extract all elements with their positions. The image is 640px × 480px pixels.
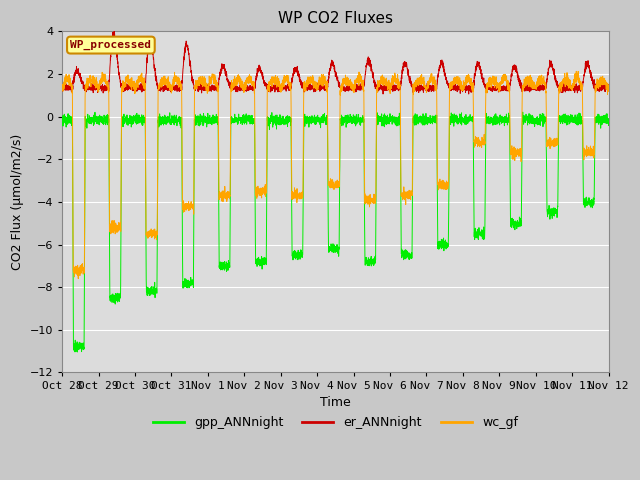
er_ANNnight [489,86,497,92]
gpp_ANNnight [519,109,527,115]
wc_gf [572,69,580,74]
wc_gf [458,88,466,94]
Y-axis label: CO2 Flux (μmol/m2/s): CO2 Flux (μmol/m2/s) [11,134,24,270]
er_ANNnight [110,28,118,34]
er_ANNnight [428,84,435,89]
X-axis label: Time: Time [320,396,351,408]
wc_gf [428,77,435,83]
gpp_ANNnight [157,117,164,122]
wc_gf [604,89,612,95]
gpp_ANNnight [458,118,466,124]
er_ANNnight [157,87,164,93]
gpp_ANNnight [428,116,435,121]
Line: er_ANNnight: er_ANNnight [62,31,609,94]
Text: WP_processed: WP_processed [70,40,152,50]
er_ANNnight [605,84,612,89]
wc_gf [74,276,82,281]
er_ANNnight [58,87,66,93]
er_ANNnight [458,84,466,90]
wc_gf [605,83,612,89]
Title: WP CO2 Fluxes: WP CO2 Fluxes [278,11,393,26]
er_ANNnight [604,82,612,87]
er_ANNnight [315,83,323,88]
er_ANNnight [465,91,472,97]
wc_gf [157,82,164,87]
gpp_ANNnight [489,122,497,128]
gpp_ANNnight [58,120,66,126]
gpp_ANNnight [315,116,323,121]
gpp_ANNnight [74,349,81,355]
Line: wc_gf: wc_gf [62,72,609,278]
wc_gf [315,79,323,85]
wc_gf [58,85,66,91]
wc_gf [489,73,497,79]
Legend: gpp_ANNnight, er_ANNnight, wc_gf: gpp_ANNnight, er_ANNnight, wc_gf [148,411,523,434]
gpp_ANNnight [604,120,612,126]
Line: gpp_ANNnight: gpp_ANNnight [62,112,609,352]
gpp_ANNnight [605,118,612,123]
